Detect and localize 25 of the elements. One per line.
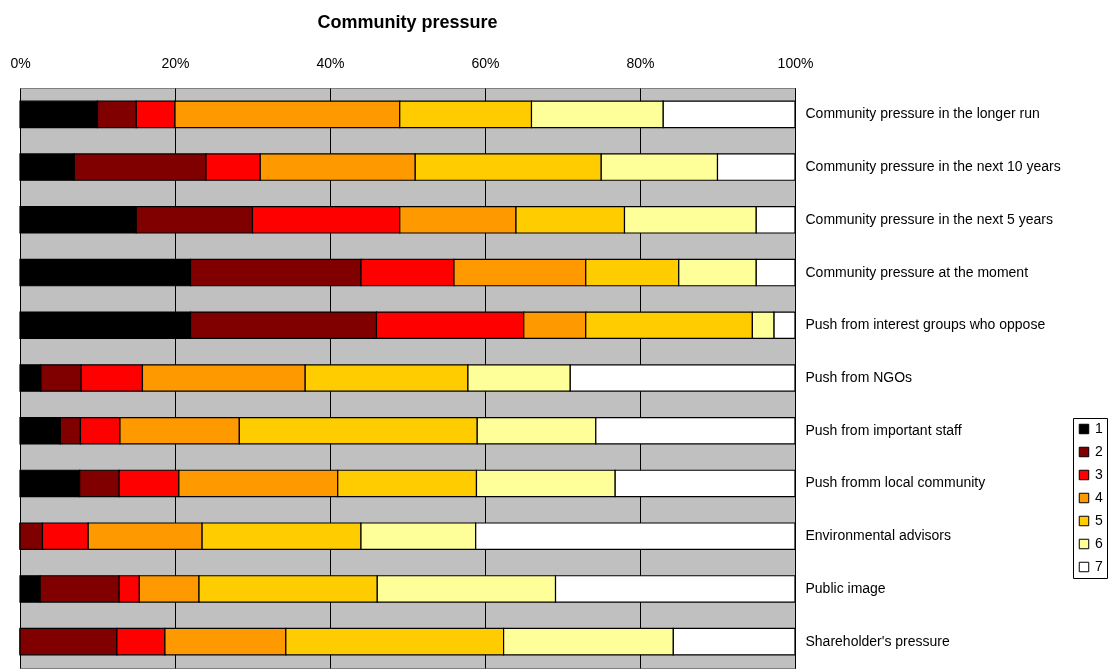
x-tick-label: 20% <box>161 54 190 71</box>
legend-label: 7 <box>1095 558 1103 574</box>
y-tick-label: Public image <box>805 579 886 596</box>
y-tick-label: Community pressure in the next 5 years <box>805 210 1053 227</box>
legend-label: 4 <box>1095 489 1103 505</box>
y-tick-label: Community pressure at the moment <box>805 263 1029 280</box>
legend-label: 6 <box>1095 535 1103 551</box>
x-tick-label: 0% <box>10 54 31 71</box>
legend-label: 2 <box>1095 443 1103 459</box>
x-tick-label: 60% <box>471 54 500 71</box>
x-tick-label: 80% <box>626 54 655 71</box>
legend-label: 5 <box>1095 512 1103 528</box>
y-tick-label: Push from interest groups who oppose <box>805 316 1046 333</box>
chart-title: Community pressure <box>317 12 498 32</box>
x-tick-label: 100% <box>777 54 814 71</box>
y-tick-label: Push from important staff <box>805 421 962 438</box>
y-tick-label: Shareholder's pressure <box>805 632 951 649</box>
legend-label: 3 <box>1095 466 1103 482</box>
y-tick-label: Community pressure in the longer run <box>805 105 1040 122</box>
y-tick-label: Push fromm local community <box>805 474 986 491</box>
y-tick-label: Push from NGOs <box>805 369 913 385</box>
legend-label: 1 <box>1095 420 1103 436</box>
y-tick-label: Environmental advisors <box>805 527 952 544</box>
x-tick-label: 40% <box>316 54 345 71</box>
y-tick-label: Community pressure in the next 10 years <box>805 158 1061 175</box>
